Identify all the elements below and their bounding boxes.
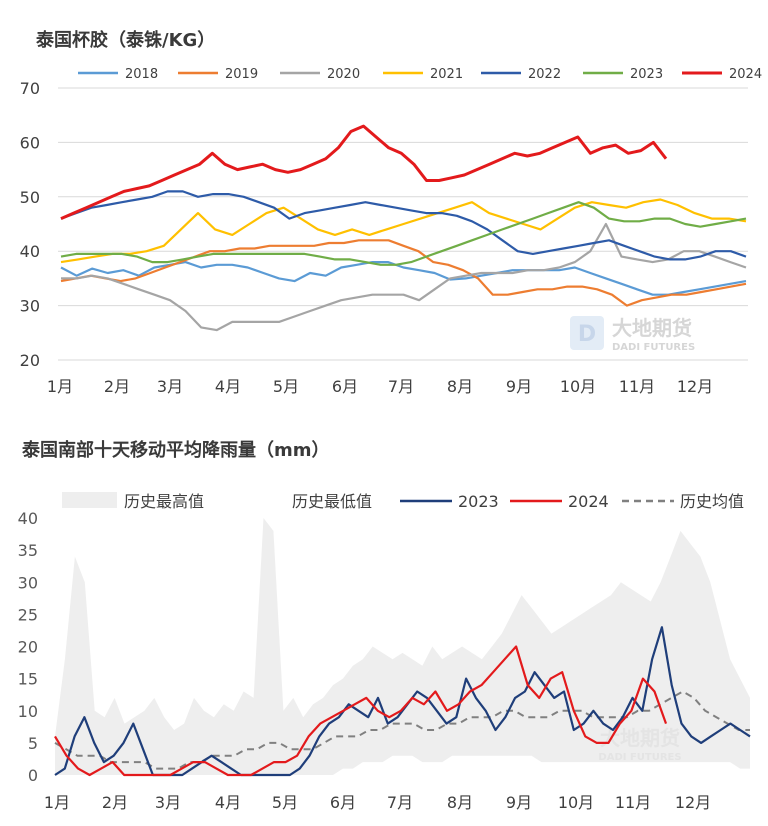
legend-label-2019: 2019 (225, 67, 258, 82)
watermark-logo-glyph: D (578, 322, 596, 347)
watermark-en: DADI FUTURES (598, 752, 681, 763)
x-tick-label: 3月 (157, 377, 183, 396)
y-tick-label: 10 (18, 702, 38, 721)
x-tick-label: 8月 (447, 793, 473, 812)
series-line-2024 (54, 645, 668, 777)
x-tick-label: 1月 (47, 377, 73, 396)
series-line-2020 (61, 222, 747, 332)
series-line-2024 (60, 124, 668, 220)
legend-label-2020: 2020 (327, 67, 360, 82)
area-historical-min (55, 755, 750, 775)
y-tick-label: 5 (28, 734, 38, 753)
x-tick-label: 11月 (619, 377, 655, 396)
x-tick-label: 2月 (104, 377, 130, 396)
legend-label-2021: 2021 (430, 67, 463, 82)
price-chart: 20 30 40 50 60 70 1月 2月 3月 4月 5月 6月 7月 8月 9月 10月 11月 12月 D… (20, 67, 762, 396)
y-tick-label: 40 (18, 509, 38, 528)
x-tick-label: 12月 (675, 793, 711, 812)
series-line-2021 (60, 198, 747, 264)
series-line-2023 (60, 201, 747, 266)
legend-label-2022: 2022 (528, 67, 561, 82)
x-tick-label: 10月 (558, 793, 594, 812)
y-tick-label: 20 (18, 638, 38, 657)
x-tick-label: 6月 (332, 377, 358, 396)
y-tick-label: 30 (18, 573, 38, 592)
y-tick-label: 20 (20, 351, 40, 370)
x-tick-label: 8月 (447, 377, 473, 396)
x-tick-label: 1月 (44, 793, 70, 812)
x-tick-label: 2月 (102, 793, 128, 812)
legend-label-2024: 2024 (568, 492, 609, 511)
chart1-title: 泰国杯胶（泰铢/KG） (36, 30, 216, 51)
x-tick-label: 3月 (155, 793, 181, 812)
x-tick-label: 4月 (215, 377, 241, 396)
y-tick-label: 40 (20, 242, 40, 261)
legend-label-historical-min: 历史最低值 (292, 492, 372, 511)
x-tick-label: 4月 (215, 793, 241, 812)
y-tick-label: 25 (18, 605, 38, 624)
legend-swatch-historical-max (62, 492, 117, 508)
legend-label-2023: 2023 (458, 492, 499, 511)
y-tick-label: 35 (18, 541, 38, 560)
x-tick-label: 7月 (388, 377, 414, 396)
watermark-en: DADI FUTURES (612, 342, 695, 353)
y-tick-label: 70 (20, 79, 40, 98)
x-tick-label: 7月 (387, 793, 413, 812)
watermark-logo-box (570, 316, 604, 350)
x-tick-label: 11月 (615, 793, 651, 812)
legend-label-historical-max: 历史最高值 (124, 492, 204, 511)
x-tick-label: 5月 (272, 793, 298, 812)
y-tick-label: 15 (18, 670, 38, 689)
y-tick-label: 50 (20, 188, 40, 207)
y-tick-label: 30 (20, 297, 40, 316)
legend-label-2024: 2024 (729, 67, 762, 82)
series-line-2022 (60, 190, 747, 261)
chart2-title: 泰国南部十天移动平均降雨量（mm） (22, 440, 330, 461)
legend-swatch-historical-min (232, 492, 287, 508)
legend-label-historical-mean: 历史均值 (680, 492, 744, 511)
x-tick-label: 9月 (506, 377, 532, 396)
series-line-2019 (60, 239, 747, 307)
x-tick-label: 6月 (330, 793, 356, 812)
y-tick-label: 0 (28, 766, 38, 785)
legend-label-2018: 2018 (125, 67, 158, 82)
x-tick-label: 9月 (506, 793, 532, 812)
x-tick-label: 12月 (677, 377, 713, 396)
series-line-historical-mean (54, 690, 750, 770)
x-tick-label: 10月 (560, 377, 596, 396)
y-tick-label: 60 (20, 133, 40, 152)
legend-label-2023: 2023 (630, 67, 663, 82)
x-tick-label: 5月 (273, 377, 299, 396)
watermark-cn: 大地期货 (612, 316, 692, 340)
